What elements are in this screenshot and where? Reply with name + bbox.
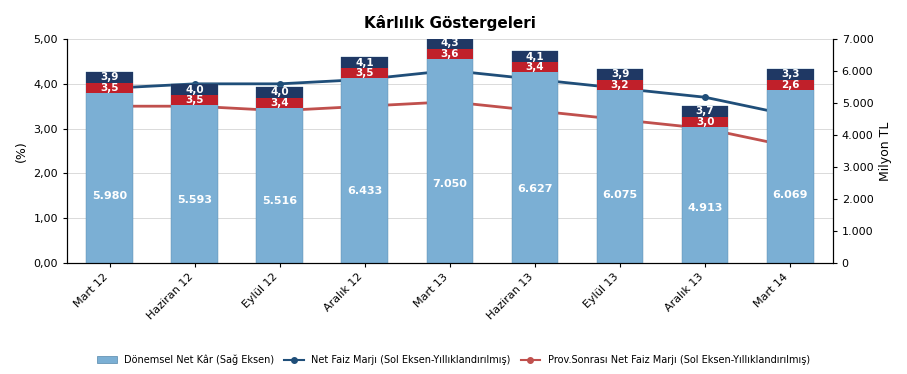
Text: 2,6: 2,6 xyxy=(781,80,799,90)
Text: 5.593: 5.593 xyxy=(177,195,212,205)
Text: 4,1: 4,1 xyxy=(356,58,375,68)
Text: 5.980: 5.980 xyxy=(93,191,127,201)
Text: 4,3: 4,3 xyxy=(441,38,459,48)
Bar xyxy=(426,37,473,49)
Text: 4,0: 4,0 xyxy=(185,85,204,95)
Bar xyxy=(257,86,303,98)
Text: 3,5: 3,5 xyxy=(356,68,374,78)
Bar xyxy=(342,57,388,68)
Bar xyxy=(766,69,814,80)
Text: 3,5: 3,5 xyxy=(101,83,119,93)
Bar xyxy=(257,86,303,263)
Bar xyxy=(597,69,643,263)
Bar xyxy=(342,68,388,78)
Y-axis label: Milyon TL: Milyon TL xyxy=(879,121,892,181)
Text: 3,5: 3,5 xyxy=(186,95,204,105)
Bar xyxy=(766,80,814,90)
Bar xyxy=(512,51,559,263)
Text: 3,4: 3,4 xyxy=(270,98,289,108)
Text: 3,4: 3,4 xyxy=(526,62,544,72)
Text: 5.516: 5.516 xyxy=(262,196,297,206)
Bar xyxy=(426,37,473,263)
Bar xyxy=(426,49,473,59)
Text: 6.075: 6.075 xyxy=(602,190,638,200)
Text: 3,6: 3,6 xyxy=(441,49,459,59)
Bar xyxy=(257,98,303,108)
Text: 4.913: 4.913 xyxy=(688,203,723,213)
Text: 3,2: 3,2 xyxy=(610,80,629,90)
Bar xyxy=(86,72,133,83)
Text: 3,9: 3,9 xyxy=(610,69,629,79)
Bar xyxy=(682,106,728,117)
Text: 4,0: 4,0 xyxy=(270,87,289,97)
Bar xyxy=(512,62,559,72)
Bar xyxy=(597,80,643,90)
Text: 3,0: 3,0 xyxy=(696,117,715,127)
Text: 6.069: 6.069 xyxy=(773,190,808,200)
Text: 4,1: 4,1 xyxy=(526,52,544,62)
Text: 3,7: 3,7 xyxy=(696,106,715,116)
Bar xyxy=(682,117,728,127)
Title: Kârlılık Göstergeleri: Kârlılık Göstergeleri xyxy=(364,15,536,31)
Legend: Dönemsel Net Kâr (Sağ Eksen), Net Faiz Marjı (Sol Eksen-Yıllıklandırılmış), Prov: Dönemsel Net Kâr (Sağ Eksen), Net Faiz M… xyxy=(93,351,814,369)
Bar xyxy=(512,51,559,62)
Text: 3,9: 3,9 xyxy=(101,72,119,82)
Bar xyxy=(171,84,219,95)
Bar xyxy=(86,83,133,93)
Bar xyxy=(766,69,814,263)
Bar xyxy=(682,106,728,263)
Text: 6.627: 6.627 xyxy=(517,184,552,194)
Y-axis label: (%): (%) xyxy=(15,140,28,162)
Bar xyxy=(342,57,388,263)
Text: 7.050: 7.050 xyxy=(433,179,467,189)
Bar xyxy=(86,72,133,263)
Bar xyxy=(171,84,219,263)
Bar xyxy=(597,69,643,80)
Text: 3,3: 3,3 xyxy=(781,70,799,79)
Bar xyxy=(171,95,219,105)
Text: 6.433: 6.433 xyxy=(347,186,383,196)
